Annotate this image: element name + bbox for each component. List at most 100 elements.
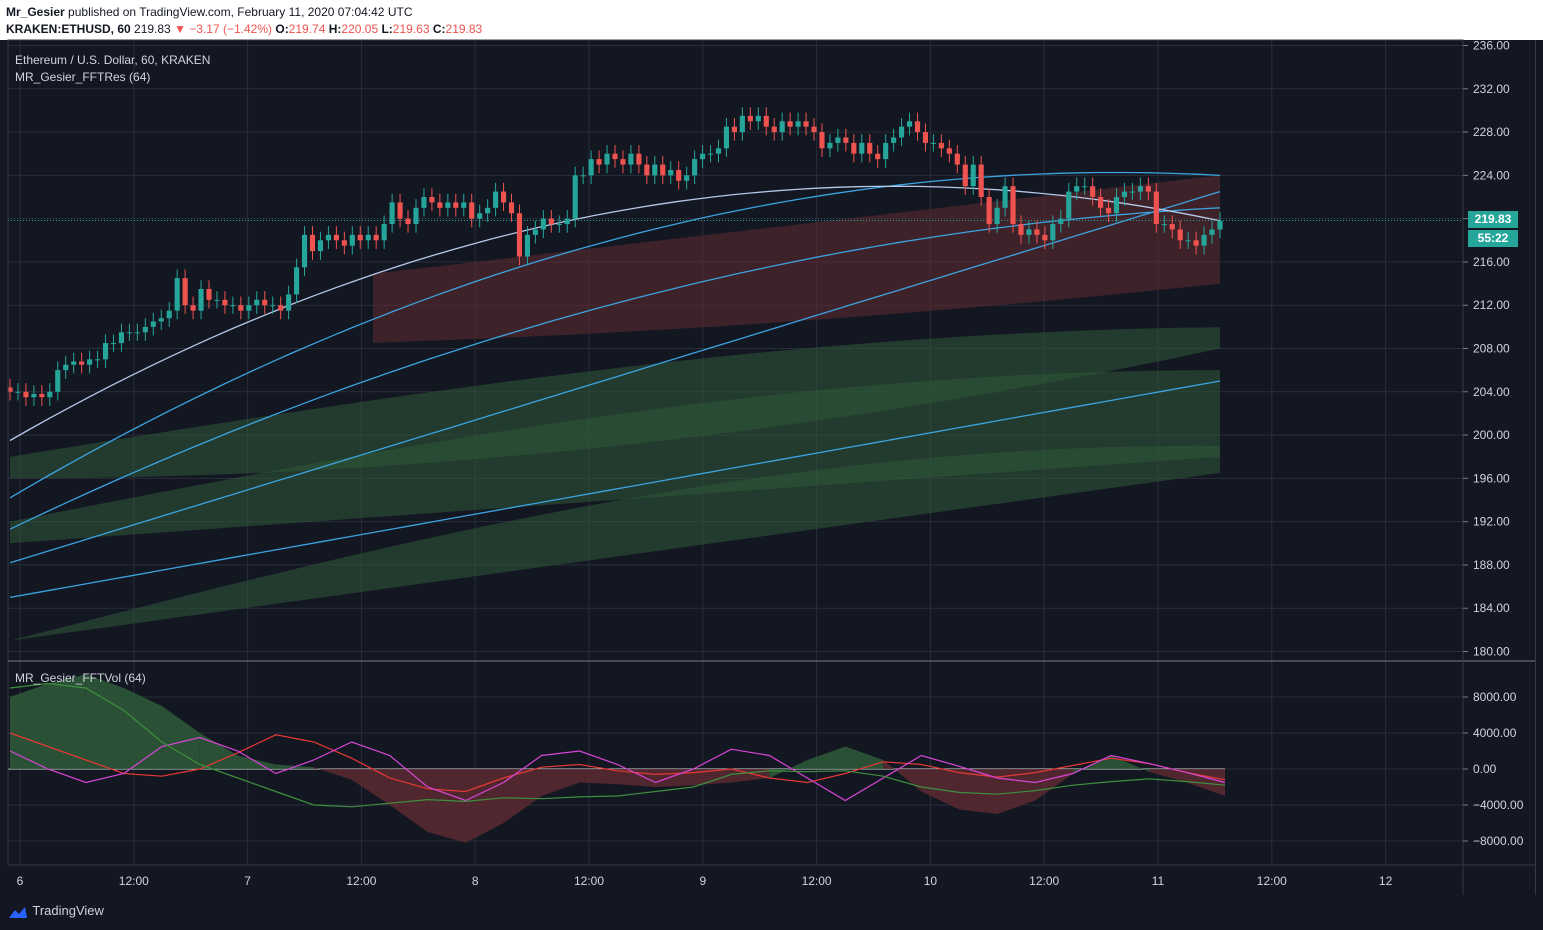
candle-body — [142, 326, 148, 333]
candle-body — [612, 153, 618, 160]
time-tick-label: 12:00 — [574, 874, 604, 888]
price-indicator-legend[interactable]: MR_Gesier_FFTRes (64) — [15, 70, 151, 84]
candle-body — [978, 164, 984, 197]
candle-body — [699, 153, 706, 160]
candle-body — [771, 126, 777, 133]
candle-body — [779, 121, 785, 133]
oscillator-area-segment — [1035, 769, 1074, 801]
fft-line — [9, 380, 1221, 599]
author-name[interactable]: Mr_Gesier — [6, 5, 65, 19]
last-price-label: 219.83 — [1468, 211, 1518, 228]
candle-body — [254, 299, 260, 306]
candle-body — [110, 343, 117, 345]
volume-tick-label: 8000.00 — [1473, 690, 1517, 704]
candle-body — [564, 218, 570, 225]
candle-body — [333, 234, 339, 241]
candle-body — [1066, 191, 1072, 219]
close-label: C: — [432, 22, 446, 36]
right-border — [1535, 40, 1536, 895]
brand-label: TradingView — [32, 903, 104, 918]
candle-body — [676, 169, 682, 181]
candle-body — [739, 115, 745, 133]
candle-body — [118, 332, 125, 344]
candle-body — [461, 202, 467, 208]
time-tick-label: 6 — [17, 874, 24, 888]
oscillator-area-segment — [85, 674, 124, 769]
candle-body — [668, 169, 674, 176]
oscillator-area-segment — [1149, 769, 1188, 783]
candle-body — [71, 361, 77, 365]
high-value: 220.05 — [341, 22, 379, 36]
price-tick-label: 184.00 — [1473, 601, 1510, 615]
candle-body — [875, 153, 881, 160]
open-value: 219.74 — [288, 22, 326, 36]
candle-body — [532, 229, 538, 235]
time-tick-label: 12:00 — [346, 874, 376, 888]
open-label: O: — [275, 22, 289, 36]
oscillator-area-segment — [883, 760, 922, 792]
candle-body — [174, 278, 180, 311]
candle-body — [1153, 191, 1159, 225]
candle-body — [588, 159, 594, 176]
candle-body — [270, 305, 276, 307]
candles — [7, 107, 1223, 406]
candle-body — [485, 207, 491, 214]
header-bar: Mr_Gesier published on TradingView.com, … — [0, 0, 1543, 40]
candle-body — [644, 164, 650, 176]
candle-body — [946, 148, 952, 154]
candle-body — [803, 121, 809, 127]
time-tick-label: 12:00 — [1029, 874, 1059, 888]
oscillator-area-segment — [769, 760, 808, 778]
candle-body — [540, 218, 546, 230]
time-tick-label: 9 — [699, 874, 706, 888]
candle-body — [79, 361, 85, 365]
candle-body — [150, 321, 156, 327]
candle-body — [1193, 240, 1199, 246]
red-band — [373, 175, 1220, 343]
candle-body — [604, 153, 610, 165]
candle-body — [389, 202, 395, 225]
price-tick-label: 208.00 — [1473, 342, 1510, 356]
candle-body — [469, 202, 475, 219]
high-label: H: — [328, 22, 342, 36]
candle-body — [55, 370, 61, 392]
candle-body — [1137, 186, 1143, 192]
tradingview-logo[interactable]: TradingView — [7, 903, 104, 919]
oscillator-line — [9, 736, 1226, 802]
oscillator-area-segment — [693, 769, 732, 786]
volume-indicator-legend[interactable]: MR_Gesier_FFTVol (64) — [15, 671, 146, 685]
candle-body — [596, 159, 602, 165]
candle-body — [986, 197, 992, 225]
price-tick-label: 196.00 — [1473, 471, 1510, 485]
time-tick-label: 12:00 — [1257, 874, 1287, 888]
candle-body — [317, 240, 324, 252]
candle-body — [524, 234, 531, 257]
oscillator-area-segment — [997, 769, 1036, 814]
candle-body — [39, 393, 45, 398]
candle-body — [373, 234, 379, 241]
candle-body — [859, 142, 865, 154]
candle-body — [723, 126, 730, 149]
candle-body — [580, 175, 586, 177]
candle-body — [397, 202, 403, 219]
oscillator-line — [9, 732, 1226, 793]
candle-body — [970, 164, 976, 187]
oscillator-area-segment — [199, 733, 238, 769]
candle-body — [652, 164, 658, 176]
candle-body — [238, 305, 244, 311]
oscillator-area-segment — [123, 688, 162, 769]
oscillator-area-segment — [313, 767, 352, 780]
candle-body — [1121, 191, 1128, 197]
candle-body — [357, 234, 363, 241]
volume-tick-label: 4000.00 — [1473, 726, 1517, 740]
time-tick-label: 12:00 — [802, 874, 832, 888]
candle-body — [445, 202, 451, 208]
candle-body — [1018, 224, 1024, 235]
published-text: published on TradingView.com, February 1… — [68, 5, 413, 19]
candle-body — [198, 288, 204, 311]
time-tick-label: 7 — [244, 874, 251, 888]
candle-body — [453, 202, 459, 208]
candle-body — [7, 387, 13, 392]
candle-body — [94, 359, 101, 361]
